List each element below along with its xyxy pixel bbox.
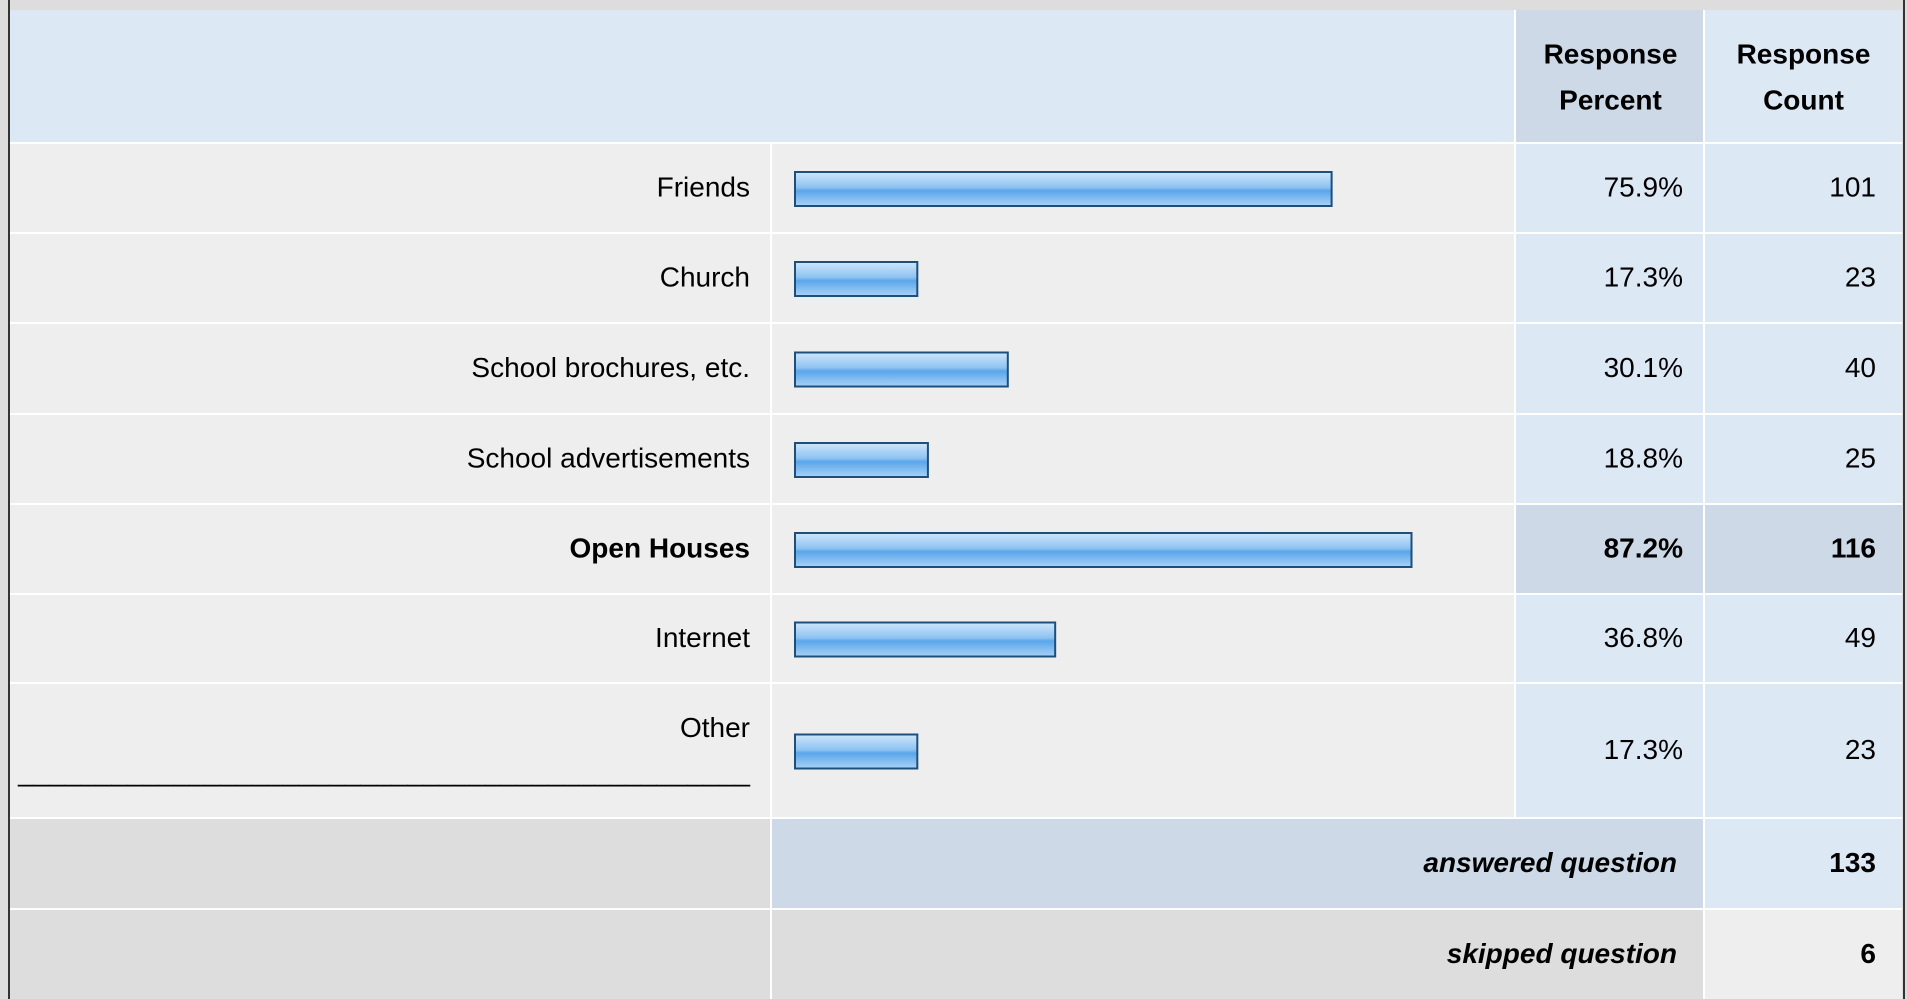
cell (1516, 505, 1703, 593)
percent-label: 75.9% (1604, 171, 1683, 202)
cell (1516, 415, 1703, 503)
cell (1705, 415, 1902, 503)
cell (1516, 10, 1703, 142)
bar (794, 532, 1413, 568)
bar (794, 733, 919, 770)
count-label: 49 (1845, 622, 1876, 653)
column-header: Percent (1559, 84, 1662, 115)
bar (794, 171, 1333, 207)
summary-label: answered question (1423, 847, 1677, 878)
cell (1705, 819, 1902, 908)
percent-label: 17.3% (1604, 261, 1683, 292)
count-label: 23 (1845, 734, 1876, 765)
cell (10, 10, 1514, 142)
column-header: Response (1737, 38, 1871, 69)
count-label: 116 (1831, 532, 1876, 563)
percent-label: 87.2% (1604, 532, 1683, 563)
cell (10, 144, 770, 232)
cell (10, 415, 770, 503)
count-label: 40 (1845, 352, 1876, 383)
summary-count: 6 (1860, 938, 1876, 969)
category-label: Friends (657, 171, 750, 202)
count-label: 25 (1845, 442, 1876, 473)
cell (10, 234, 770, 322)
cell (10, 684, 770, 817)
cell (1516, 234, 1703, 322)
cell (1705, 910, 1902, 999)
cell (1516, 684, 1703, 817)
category-label: Internet (655, 622, 750, 653)
summary-count: 133 (1829, 847, 1876, 878)
cell (10, 819, 770, 908)
category-label: Open Houses (570, 532, 750, 563)
answer-line: ________________________________________… (17, 756, 750, 787)
cell (10, 324, 770, 413)
cell (1705, 505, 1902, 593)
cell (1705, 324, 1902, 413)
bar (794, 351, 1009, 388)
count-label: 101 (1829, 171, 1876, 202)
cell (1705, 10, 1902, 142)
cell (1705, 595, 1902, 682)
cell (10, 505, 770, 593)
bar (794, 621, 1057, 658)
cell (10, 910, 770, 999)
percent-label: 36.8% (1604, 622, 1683, 653)
bar (794, 261, 919, 297)
percent-label: 18.8% (1604, 442, 1683, 473)
cell (1705, 234, 1902, 322)
category-label: Other (680, 712, 750, 743)
cell (10, 595, 770, 682)
bar (794, 442, 929, 478)
category-label: School brochures, etc. (471, 352, 750, 383)
count-label: 23 (1845, 261, 1876, 292)
column-header: Count (1763, 84, 1844, 115)
summary-label: skipped question (1447, 938, 1677, 969)
cell (772, 819, 1703, 908)
category-label: School advertisements (467, 442, 750, 473)
cell (772, 910, 1703, 999)
cell (1705, 144, 1902, 232)
column-header: Response (1544, 38, 1678, 69)
cell (1516, 324, 1703, 413)
category-label: Church (660, 261, 750, 292)
cell (1516, 144, 1703, 232)
cell (1516, 595, 1703, 682)
percent-label: 17.3% (1604, 734, 1683, 765)
percent-label: 30.1% (1604, 352, 1683, 383)
cell (1705, 684, 1902, 817)
